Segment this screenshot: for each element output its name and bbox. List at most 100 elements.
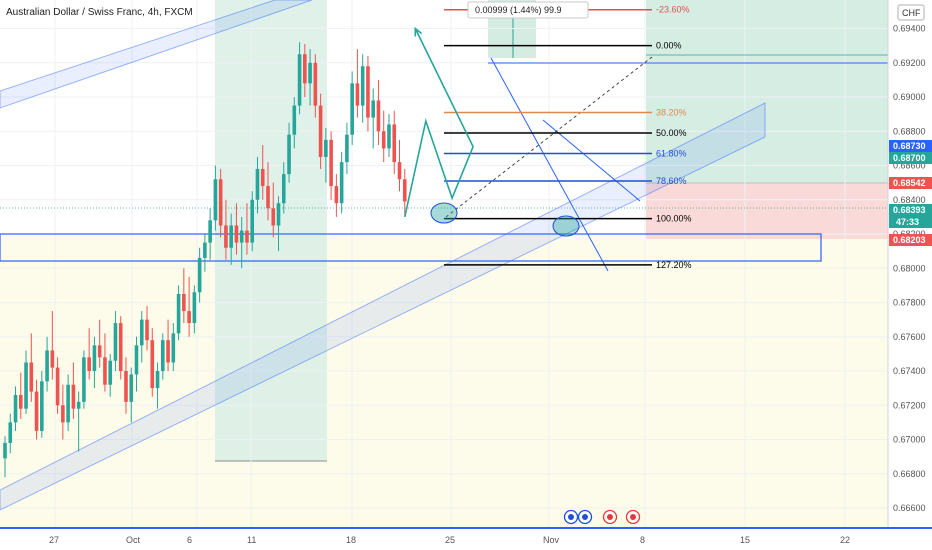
candle-body[interactable]	[392, 124, 397, 163]
candle-body[interactable]	[134, 345, 139, 375]
candle-body[interactable]	[397, 162, 402, 180]
candle-body[interactable]	[229, 225, 233, 248]
candle-body[interactable]	[402, 179, 407, 202]
candle-body[interactable]	[366, 66, 370, 118]
candle-body[interactable]	[324, 139, 328, 157]
projection-path[interactable]	[404, 28, 474, 218]
candle-body[interactable]	[255, 168, 260, 200]
candle-body[interactable]	[118, 323, 123, 372]
candle-body[interactable]	[13, 394, 18, 423]
candle-body[interactable]	[313, 62, 318, 106]
candle-body[interactable]	[29, 362, 34, 392]
candle-body[interactable]	[3, 442, 7, 459]
candle-body[interactable]	[176, 293, 181, 334]
candle-body[interactable]	[239, 230, 244, 243]
falling-trendline-upper[interactable]	[490, 57, 609, 272]
pivot-marker-oct25[interactable]	[430, 202, 458, 224]
rising-channel-band[interactable]	[0, 102, 766, 511]
candle-body[interactable]	[224, 225, 228, 248]
event-marker-icon[interactable]	[563, 509, 579, 525]
candle-body[interactable]	[45, 350, 49, 382]
candle-body[interactable]	[329, 139, 333, 187]
support-zone-box[interactable]	[0, 233, 822, 262]
candle-body[interactable]	[76, 401, 81, 409]
candle-body[interactable]	[355, 83, 360, 106]
candle-body[interactable]	[8, 422, 13, 443]
candle-body[interactable]	[97, 345, 102, 358]
candle-body[interactable]	[234, 225, 239, 243]
long-position-target-zone[interactable]	[646, 0, 888, 183]
candle-body[interactable]	[266, 186, 270, 209]
candle-body[interactable]	[139, 319, 144, 346]
candle-body[interactable]	[213, 179, 218, 221]
candle-body[interactable]	[124, 371, 128, 402]
candle-body[interactable]	[145, 319, 149, 341]
candle-body[interactable]	[350, 83, 354, 135]
event-marker-icon[interactable]	[577, 509, 593, 525]
candle-body[interactable]	[150, 340, 155, 389]
candle-body[interactable]	[40, 381, 44, 431]
price-tag[interactable]: 0.68393 47:33	[889, 204, 932, 228]
candle-body[interactable]	[161, 340, 165, 372]
price-tag[interactable]: 0.68700	[889, 152, 932, 164]
candle-body[interactable]	[87, 357, 91, 372]
upper-channel-band[interactable]	[0, 0, 313, 109]
candle-body[interactable]	[192, 292, 197, 324]
candle-body[interactable]	[303, 54, 307, 84]
fib-trend-dashed[interactable]	[445, 56, 653, 218]
candle-body[interactable]	[292, 105, 297, 135]
candle-body[interactable]	[381, 131, 386, 149]
candle-body[interactable]	[113, 323, 118, 361]
candle-body[interactable]	[318, 105, 323, 157]
candle-body[interactable]	[18, 394, 23, 409]
candle-body[interactable]	[297, 54, 302, 106]
candle-body[interactable]	[360, 66, 365, 106]
candle-body[interactable]	[376, 100, 381, 132]
currency-badge[interactable]: CHF	[897, 4, 925, 21]
candle-body[interactable]	[371, 100, 375, 118]
candle-body[interactable]	[71, 384, 76, 409]
candle-body[interactable]	[92, 345, 97, 372]
candle-body[interactable]	[308, 62, 312, 84]
candle-body[interactable]	[129, 374, 134, 402]
price-tag[interactable]: 0.68542	[889, 177, 932, 189]
price-tick-label: 0.67000	[893, 435, 926, 445]
candle-body[interactable]	[103, 357, 107, 385]
candle-body[interactable]	[82, 357, 86, 402]
candle-body[interactable]	[218, 179, 223, 226]
candle-body[interactable]	[197, 258, 202, 293]
candle-body[interactable]	[281, 174, 286, 204]
candle-body[interactable]	[34, 391, 39, 431]
candle-body[interactable]	[171, 333, 176, 363]
candle-body[interactable]	[187, 311, 191, 324]
event-marker-icon[interactable]	[602, 509, 618, 525]
candle-body[interactable]	[339, 162, 344, 204]
candle-body[interactable]	[166, 340, 170, 363]
price-tag[interactable]: 0.68203	[889, 234, 932, 246]
candle-body[interactable]	[55, 367, 60, 406]
candle-body[interactable]	[155, 371, 160, 389]
candle-body[interactable]	[203, 242, 207, 258]
candle-body[interactable]	[50, 350, 55, 368]
candle-body[interactable]	[24, 362, 28, 409]
candle-body[interactable]	[334, 186, 339, 204]
candle-body[interactable]	[271, 208, 276, 226]
candle-body[interactable]	[66, 384, 70, 423]
candle-body[interactable]	[182, 293, 186, 312]
pivot-marker-projected[interactable]	[552, 215, 580, 237]
candle-body[interactable]	[61, 405, 65, 423]
long-position-stop-zone[interactable]	[646, 183, 888, 239]
candle-body[interactable]	[287, 134, 291, 175]
candle-body[interactable]	[345, 134, 349, 163]
candle-body[interactable]	[208, 220, 212, 243]
candle-body[interactable]	[276, 203, 281, 226]
candle-body[interactable]	[108, 360, 112, 385]
price-tag[interactable]: 0.68730	[889, 140, 932, 152]
candle-body[interactable]	[245, 230, 249, 243]
candle-body[interactable]	[260, 168, 265, 187]
event-marker-icon[interactable]	[625, 509, 641, 525]
candle-body[interactable]	[250, 199, 255, 243]
candle-body[interactable]	[387, 124, 391, 149]
